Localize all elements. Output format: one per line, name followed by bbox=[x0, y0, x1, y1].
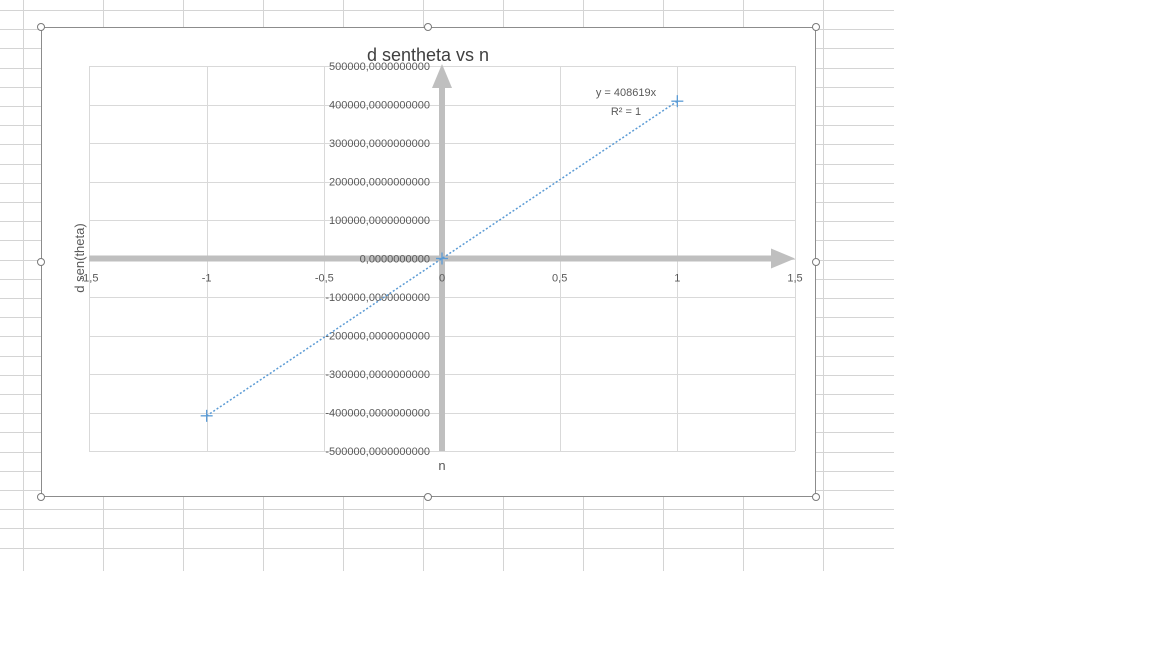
x-tick-label: -1,5 bbox=[80, 273, 99, 285]
data-point[interactable] bbox=[436, 252, 448, 265]
y-tick-label: 400000,0000000000 bbox=[329, 100, 430, 112]
trendline-r-squared[interactable]: R² = 1 bbox=[611, 106, 641, 118]
tick-labels: -1,5 -1 -0,5 0 0,5 1 1,5 500000,0000000000 40000… bbox=[80, 61, 803, 458]
y-tick-label: 0,0000000000 bbox=[360, 254, 430, 266]
y-tick-label: -300000,0000000000 bbox=[325, 369, 430, 381]
resize-handle-bottom[interactable] bbox=[424, 493, 432, 501]
y-tick-label: 200000,0000000000 bbox=[329, 177, 430, 189]
x-tick-label: 0,5 bbox=[552, 273, 567, 285]
y-tick-label: -100000,0000000000 bbox=[325, 292, 430, 304]
y-axis-label[interactable]: d sen(theta) bbox=[72, 223, 87, 292]
resize-handle-left[interactable] bbox=[37, 258, 45, 266]
x-tick-label: 1,5 bbox=[787, 273, 802, 285]
y-tick-label: -400000,0000000000 bbox=[325, 408, 430, 420]
resize-handle-top-right[interactable] bbox=[812, 23, 820, 31]
x-tick-label: -1 bbox=[202, 273, 212, 285]
x-axis-label[interactable]: n bbox=[438, 458, 445, 473]
chart-title[interactable]: d sentheta vs n bbox=[367, 45, 489, 65]
axes bbox=[89, 64, 795, 451]
x-axis-arrow bbox=[771, 248, 795, 269]
data-points bbox=[200, 95, 684, 422]
resize-handle-bottom-left[interactable] bbox=[37, 493, 45, 501]
chart-plot: -1,5 -1 -0,5 0 0,5 1 1,5 500000,0000000000 40000… bbox=[72, 45, 803, 473]
resize-handle-top-left[interactable] bbox=[37, 23, 45, 31]
resize-handle-right[interactable] bbox=[812, 258, 820, 266]
x-tick-label: -0,5 bbox=[315, 273, 334, 285]
y-tick-label: -500000,0000000000 bbox=[325, 446, 430, 458]
resize-handle-top[interactable] bbox=[424, 23, 432, 31]
data-point[interactable] bbox=[200, 409, 213, 422]
x-tick-label: 0 bbox=[439, 273, 445, 285]
x-tick-label: 1 bbox=[674, 273, 680, 285]
y-tick-label: -200000,0000000000 bbox=[325, 331, 430, 343]
trendline-equation[interactable]: y = 408619x bbox=[596, 87, 657, 99]
chart-area[interactable]: -1,5 -1 -0,5 0 0,5 1 1,5 500000,0000000000 40000… bbox=[37, 23, 820, 501]
y-tick-label: 500000,0000000000 bbox=[329, 61, 430, 73]
resize-handle-bottom-right[interactable] bbox=[812, 493, 820, 501]
data-point[interactable] bbox=[671, 95, 684, 108]
y-axis-arrow bbox=[432, 64, 452, 88]
y-tick-label: 100000,0000000000 bbox=[329, 215, 430, 227]
y-tick-label: 300000,0000000000 bbox=[329, 138, 430, 150]
